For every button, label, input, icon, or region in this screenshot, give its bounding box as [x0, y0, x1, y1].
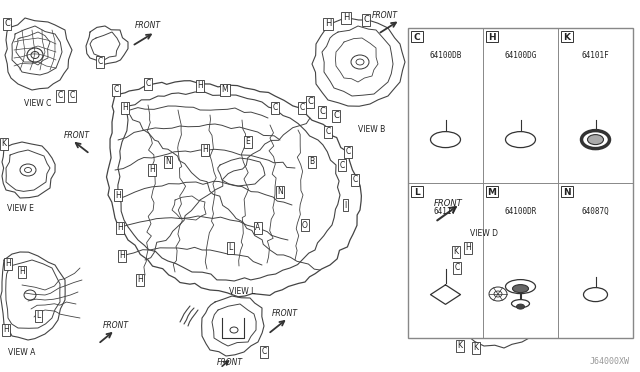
Text: H: H — [115, 190, 121, 199]
Text: C: C — [145, 80, 150, 89]
Text: C: C — [113, 86, 118, 94]
Text: C: C — [325, 128, 331, 137]
Text: FRONT: FRONT — [103, 321, 129, 330]
Text: H: H — [117, 224, 123, 232]
Text: H: H — [122, 103, 128, 112]
Ellipse shape — [513, 285, 529, 293]
Text: C: C — [319, 108, 325, 116]
Text: C: C — [454, 263, 460, 273]
Text: FRONT: FRONT — [135, 21, 161, 30]
Bar — [486, 31, 498, 42]
Text: VIEW L: VIEW L — [229, 287, 255, 296]
Text: FRONT: FRONT — [434, 199, 462, 208]
Text: FRONT: FRONT — [372, 11, 398, 20]
Text: FRONT: FRONT — [272, 309, 298, 318]
Ellipse shape — [588, 135, 604, 145]
Ellipse shape — [506, 280, 536, 294]
Text: N: N — [277, 187, 283, 196]
Text: H: H — [465, 244, 471, 253]
Text: C: C — [363, 16, 369, 25]
Bar — [411, 31, 423, 42]
Text: N: N — [165, 157, 171, 167]
Text: H: H — [3, 326, 9, 334]
Text: I: I — [344, 201, 346, 209]
Text: 64100DR: 64100DR — [504, 206, 537, 215]
Text: C: C — [333, 112, 339, 121]
Text: C: C — [58, 92, 63, 100]
Bar — [486, 186, 498, 197]
Text: VIEW B: VIEW B — [358, 125, 386, 134]
Text: K: K — [458, 341, 463, 350]
Bar — [408, 28, 633, 338]
Text: C: C — [339, 160, 344, 170]
Text: K: K — [474, 343, 479, 353]
Text: 64100DG: 64100DG — [504, 51, 537, 61]
Text: K: K — [1, 140, 6, 148]
Text: VIEW A: VIEW A — [8, 348, 36, 357]
Ellipse shape — [584, 288, 607, 302]
Text: J64000XW: J64000XW — [590, 357, 630, 366]
Text: C: C — [69, 92, 75, 100]
Text: O: O — [302, 221, 308, 230]
Text: L: L — [414, 188, 420, 197]
Text: H: H — [137, 276, 143, 285]
Text: L: L — [228, 244, 232, 253]
Text: H: H — [343, 13, 349, 22]
Text: H: H — [202, 145, 208, 154]
Text: FRONT: FRONT — [64, 131, 90, 140]
Text: M: M — [221, 86, 228, 94]
Text: C: C — [346, 148, 351, 157]
Text: H: H — [19, 267, 25, 276]
Text: C: C — [97, 58, 102, 67]
Bar — [411, 186, 423, 197]
Text: K: K — [454, 247, 458, 257]
Text: C: C — [413, 33, 420, 42]
Text: A: A — [255, 224, 260, 232]
Text: K: K — [563, 33, 570, 42]
Text: VIEW D: VIEW D — [470, 229, 498, 238]
Text: B: B — [309, 157, 315, 167]
Text: 64100DB: 64100DB — [429, 51, 461, 61]
Text: H: H — [197, 81, 203, 90]
Text: C: C — [353, 176, 358, 185]
Text: C: C — [4, 19, 10, 29]
Bar — [561, 31, 573, 42]
Ellipse shape — [516, 304, 525, 309]
Ellipse shape — [506, 132, 536, 148]
Text: VIEW C: VIEW C — [24, 99, 52, 108]
Text: L: L — [36, 311, 40, 321]
Text: N: N — [563, 188, 571, 197]
Text: H: H — [325, 19, 331, 29]
Text: C: C — [273, 103, 278, 112]
Ellipse shape — [582, 131, 609, 148]
Text: E: E — [246, 138, 250, 147]
Text: H: H — [149, 166, 155, 174]
Text: 64117: 64117 — [434, 206, 457, 215]
Text: H: H — [119, 251, 125, 260]
Bar — [561, 186, 573, 197]
Text: C: C — [300, 103, 305, 112]
Text: VIEW E: VIEW E — [6, 204, 33, 213]
Text: 64101F: 64101F — [582, 51, 609, 61]
Text: M: M — [488, 188, 497, 197]
Text: 64087Q: 64087Q — [582, 206, 609, 215]
Text: FRONT: FRONT — [217, 358, 243, 367]
Text: H: H — [488, 33, 496, 42]
Text: H: H — [5, 260, 11, 269]
Text: C: C — [261, 347, 267, 356]
Ellipse shape — [511, 299, 529, 308]
Text: C: C — [307, 97, 313, 106]
Ellipse shape — [431, 132, 461, 148]
